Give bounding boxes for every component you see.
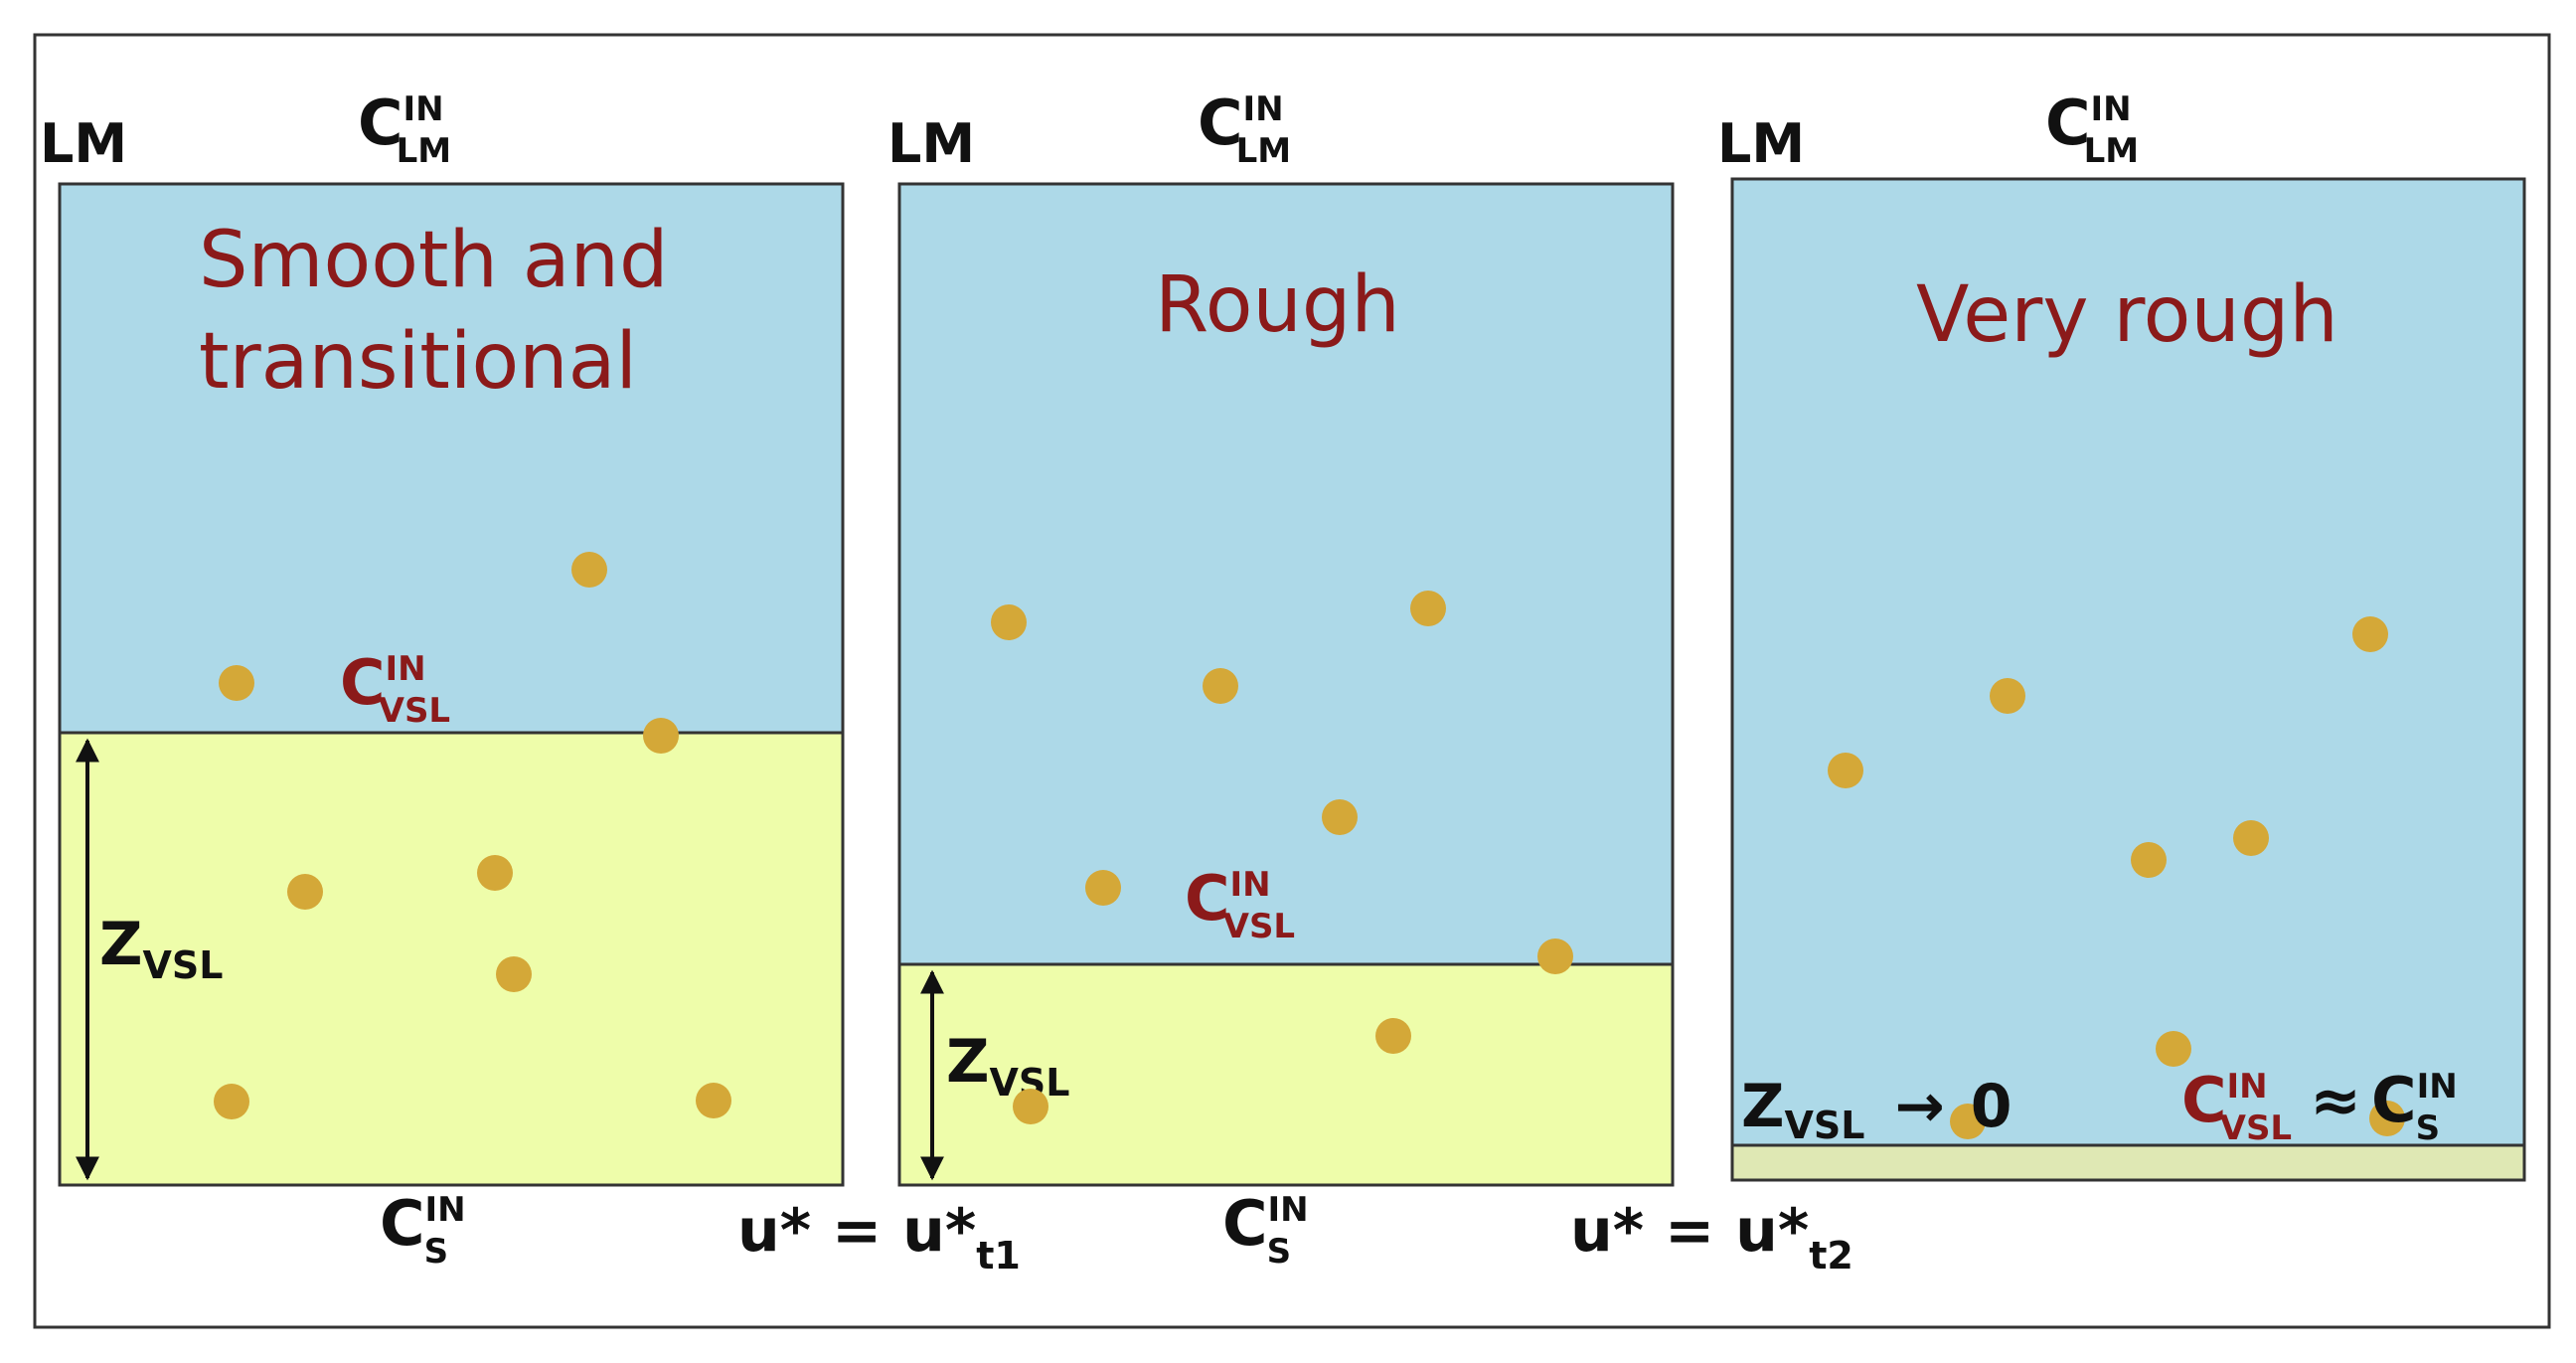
particle <box>1950 1104 1986 1139</box>
threshold-2: u* = u*t2 <box>1570 1196 1853 1278</box>
panel-3-vsl-layer <box>1730 1143 2526 1182</box>
panel-1-c-lm: CIN LM <box>358 86 451 171</box>
particle <box>477 855 513 891</box>
panel-1-c-vsl: CIN VSL <box>340 646 450 731</box>
particle <box>1410 591 1446 626</box>
panel-2-c-vsl: CIN VSL <box>1185 862 1295 946</box>
panel-2-title: Rough <box>1155 260 1400 350</box>
particle <box>991 604 1027 640</box>
panel-2-particles <box>991 591 1573 1124</box>
particle <box>1013 1089 1048 1124</box>
particle <box>643 718 679 754</box>
particle <box>2369 1101 2405 1136</box>
particle <box>496 956 532 992</box>
particle <box>287 874 323 910</box>
panel-2-vsl-layer <box>897 962 1675 1187</box>
particle <box>2131 842 2167 878</box>
particle <box>2352 616 2388 652</box>
panel-3-lm-label: LM <box>1717 112 1805 175</box>
panel-rough: LM CIN LM Rough CIN VSL ZVSL CIN S <box>887 86 1675 1272</box>
particle <box>2233 820 2269 856</box>
panel-3-title: Very rough <box>1916 270 2338 360</box>
panel-2-c-lm: CIN LM <box>1198 86 1291 171</box>
particle <box>1085 870 1121 906</box>
panel-3-particles <box>1828 616 2405 1139</box>
particle <box>696 1083 731 1118</box>
particle <box>1990 678 2025 714</box>
particle <box>1203 668 1238 704</box>
panel-3-z-vsl-limit: ZVSL → 0 <box>1741 1072 2012 1147</box>
panel-2-lm-label: LM <box>887 112 975 175</box>
particle <box>2156 1031 2191 1067</box>
panel-1-c-s: CIN S <box>380 1187 466 1272</box>
particle <box>1375 1018 1411 1054</box>
threshold-1: u* = u*t1 <box>737 1196 1021 1278</box>
panel-1-particles <box>214 552 731 1119</box>
panel-3-c-vsl-approx: CIN VSL ≈ CIN S <box>2181 1064 2458 1148</box>
panel-2-water <box>897 182 1675 966</box>
particle <box>1322 799 1358 835</box>
panel-1-title-line2: transitional <box>199 317 637 407</box>
panel-2-c-s: CIN S <box>1222 1187 1309 1272</box>
panel-1-z-vsl: ZVSL <box>99 910 224 987</box>
panel-1-lm-label: LM <box>40 112 127 175</box>
panel-3-c-lm: CIN LM <box>2045 86 2139 171</box>
particle <box>214 1084 249 1119</box>
particle <box>571 552 607 588</box>
particle <box>1828 753 1863 788</box>
panel-3-water <box>1730 177 2526 1147</box>
panel-1-water <box>58 182 845 735</box>
particle <box>219 665 254 701</box>
panel-smooth: LM CIN LM Smooth and transitional CIN VSL … <box>40 86 845 1272</box>
particle <box>1537 938 1573 974</box>
panel-1-title-line1: Smooth and <box>199 216 669 305</box>
panel-very-rough: LM CIN LM Very rough ZVSL → 0 CIN VSL ≈ CIN S <box>1717 86 2526 1182</box>
